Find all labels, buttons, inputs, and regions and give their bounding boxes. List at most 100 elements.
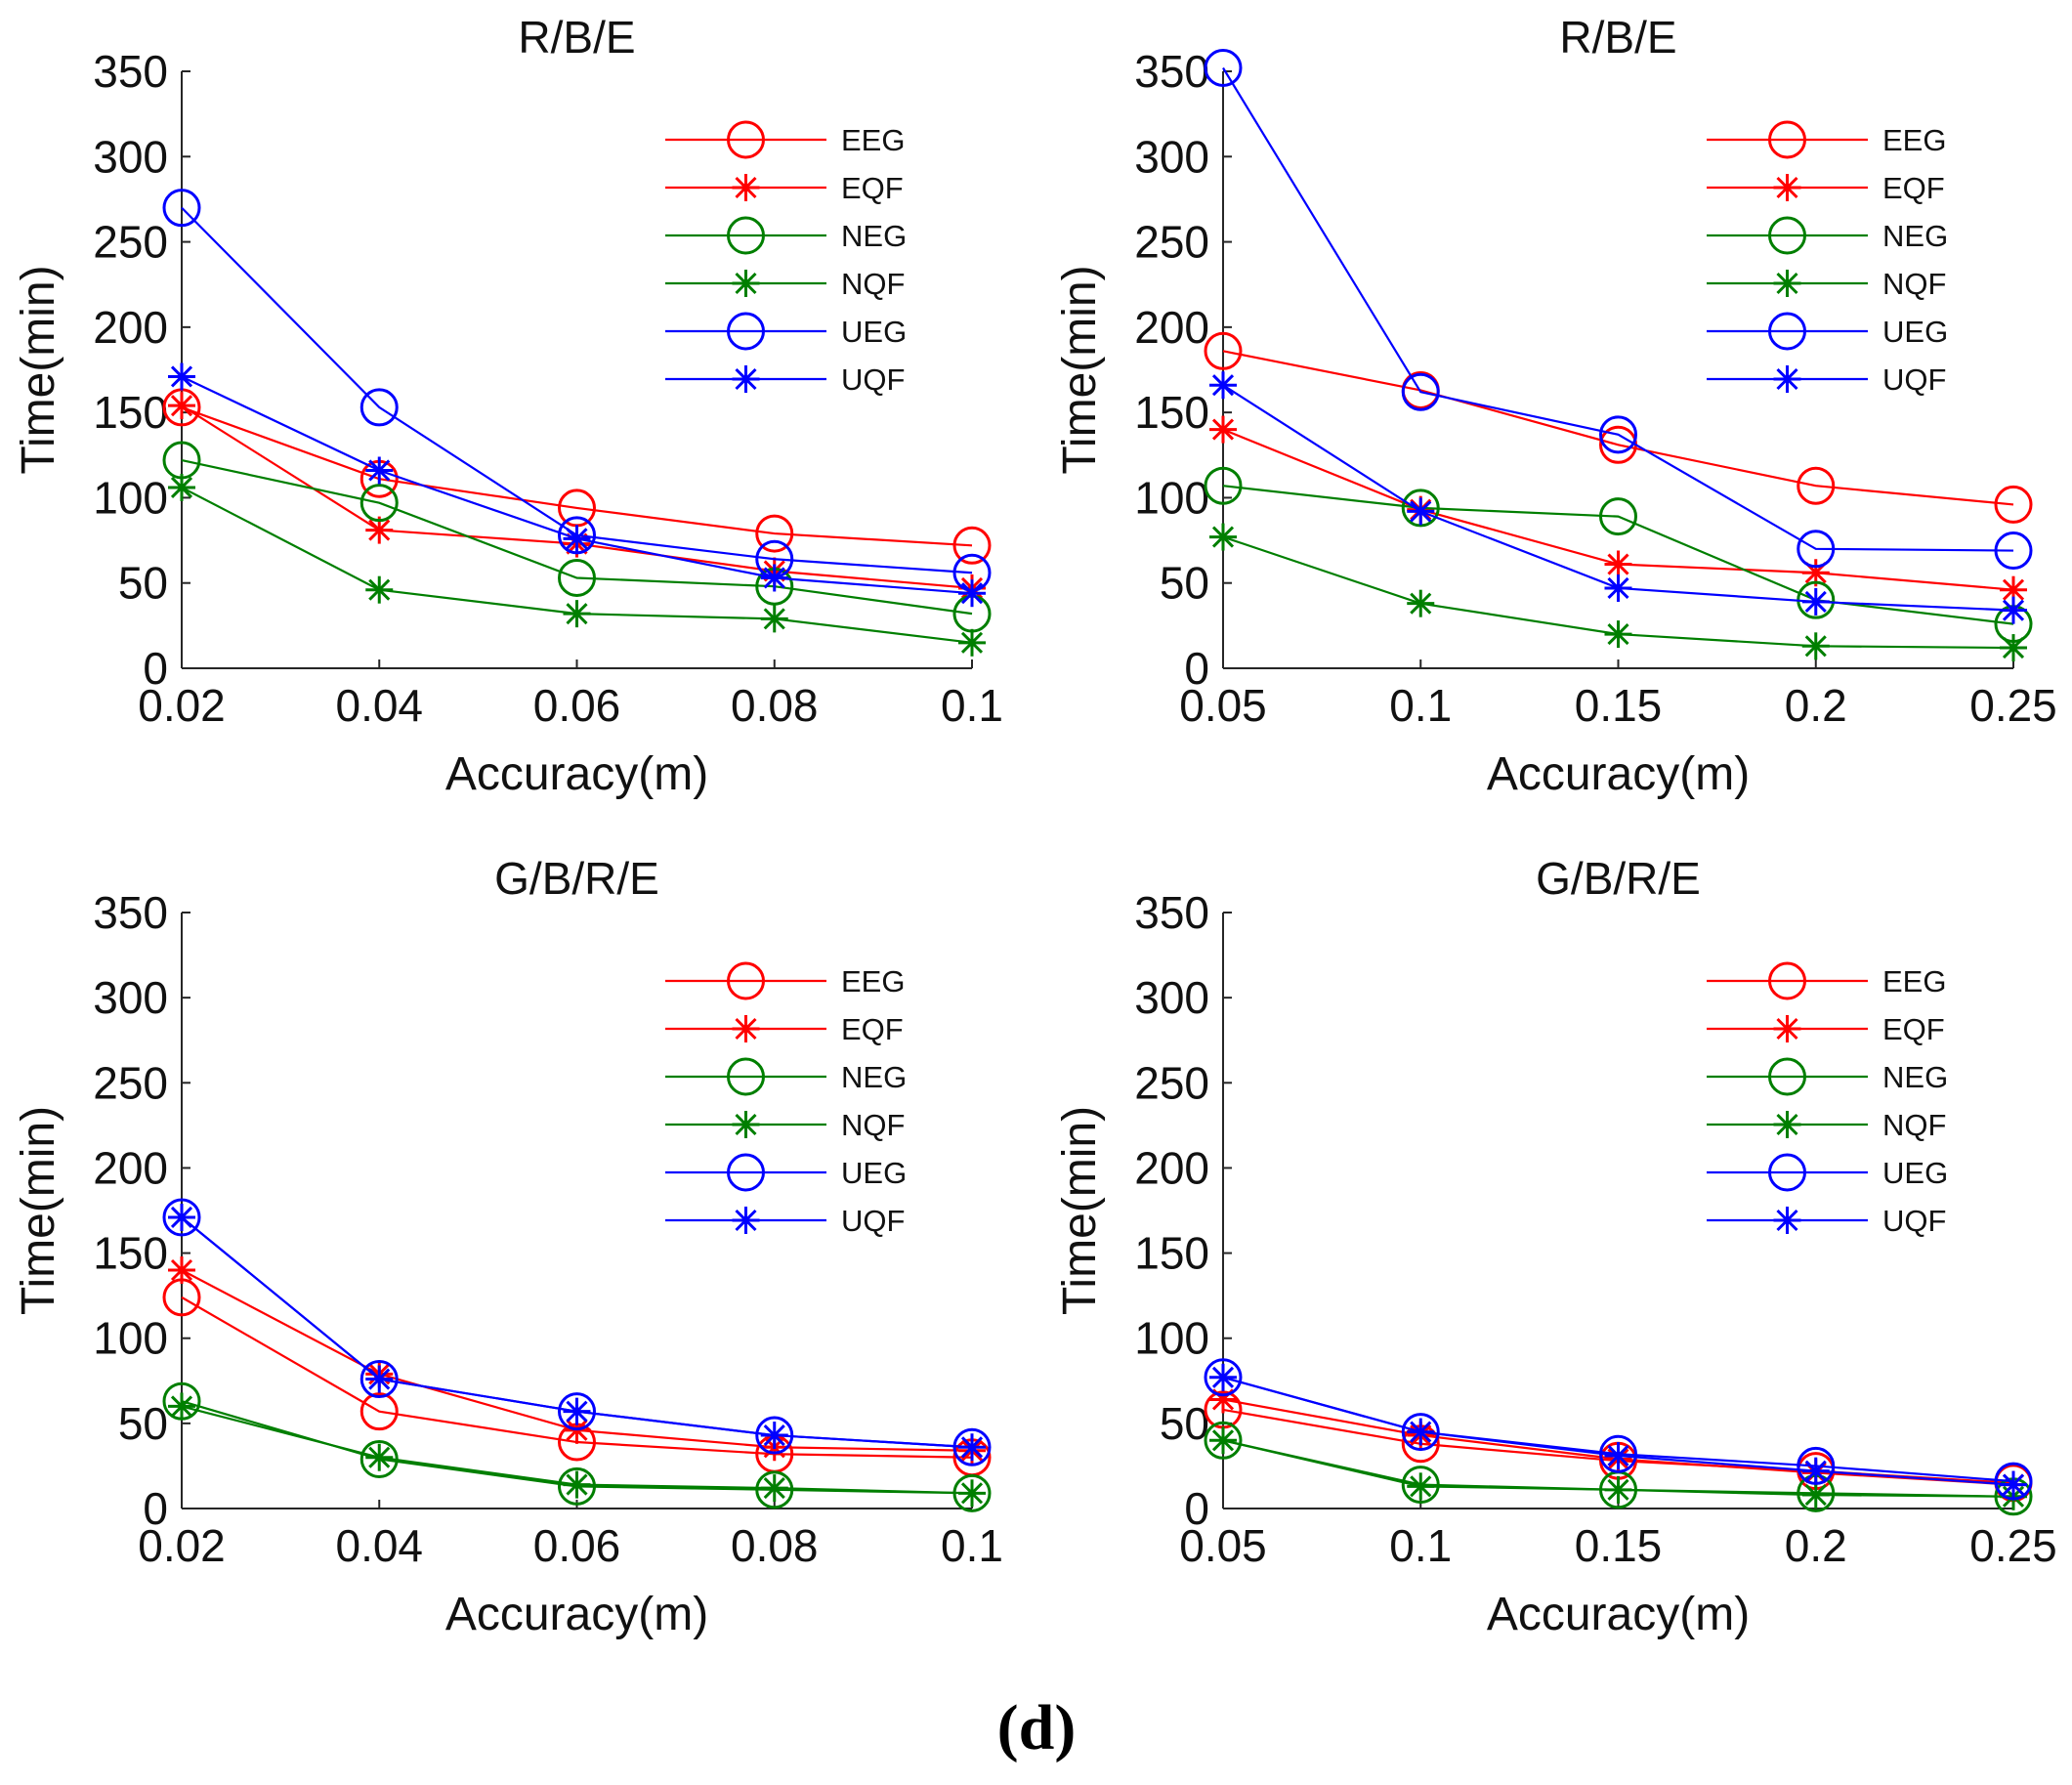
data-point-uqf	[365, 456, 394, 485]
legend-label-eqf: EQF	[1882, 1012, 1945, 1046]
chart-title: G/B/R/E	[1536, 853, 1701, 904]
data-point-nqf	[1209, 1426, 1237, 1455]
legend-label-eeg: EEG	[841, 964, 905, 999]
data-point-nqf	[365, 1443, 394, 1471]
data-point-eqf	[168, 1256, 195, 1284]
legend-label-eqf: EQF	[1882, 171, 1945, 205]
data-point-nqf	[2000, 634, 2027, 662]
y-tick-label: 50	[1160, 1398, 1209, 1449]
data-point-nqf	[1801, 632, 1830, 660]
x-tick-label: 0.04	[335, 1520, 423, 1571]
data-point-ueg	[1401, 372, 1440, 411]
series-uqf	[168, 1203, 986, 1462]
data-point-nqf	[958, 628, 986, 657]
data-point-nqf	[1407, 589, 1435, 617]
data-point-nqf	[760, 605, 788, 633]
chart-panel-3: 0 50 100 150 200 250 300 350 0.02 0.04 0.06 0.08 0.1…	[13, 853, 1003, 1640]
series-line	[181, 458, 973, 616]
data-point-neg	[1599, 497, 1637, 536]
data-point-nqf	[1604, 620, 1632, 649]
x-tick-label: 0.1	[941, 1520, 1003, 1571]
x-tick-label: 0.05	[1179, 680, 1267, 731]
y-tick-label: 150	[93, 387, 168, 438]
legend-label-neg: NEG	[1882, 1060, 1948, 1094]
data-point-nqf	[1604, 1475, 1632, 1504]
x-tick-label: 0.1	[1389, 680, 1452, 731]
legend-marker-nqf	[732, 1111, 760, 1138]
data-point-ueg	[558, 516, 596, 555]
data-point-ueg	[1204, 1358, 1243, 1397]
legend-label-eqf: EQF	[841, 171, 904, 205]
data-point-uqf	[365, 1365, 394, 1393]
legend-marker-neg	[727, 1057, 765, 1096]
x-axis-label: Accuracy(m)	[445, 1589, 708, 1640]
x-tick-label: 0.2	[1785, 1520, 1847, 1571]
legend-marker-neg	[1768, 1057, 1806, 1096]
x-tick-label: 0.15	[1575, 1520, 1663, 1571]
data-point-nqf	[563, 600, 591, 628]
series-eqf	[168, 392, 986, 602]
series-nqf	[168, 1392, 986, 1508]
series-line	[181, 405, 973, 547]
data-point-eeg	[359, 1392, 399, 1431]
legend-marker-ueg	[1768, 312, 1806, 351]
x-tick-label: 0.06	[533, 1520, 621, 1571]
chart-title: G/B/R/E	[494, 853, 659, 904]
legend-label-nqf: NQF	[1882, 267, 1946, 301]
y-tick-label: 200	[1134, 1142, 1209, 1193]
data-point-nqf	[1407, 1472, 1435, 1501]
legend: EEG EQF NEG NQF UEG UQF	[665, 961, 907, 1238]
legend-label-eeg: EEG	[1882, 123, 1946, 157]
data-point-uqf	[1209, 1363, 1237, 1391]
series-uqf	[1209, 371, 2027, 624]
x-axis-label: Accuracy(m)	[1487, 748, 1750, 800]
data-point-eqf	[1209, 415, 1237, 444]
data-point-uqf	[1604, 1441, 1632, 1469]
legend-marker-neg	[1768, 216, 1806, 255]
data-point-uqf	[958, 1433, 986, 1462]
data-point-uqf	[958, 579, 986, 608]
y-tick-label: 300	[93, 131, 168, 182]
y-axis-label: Time(min)	[1054, 265, 1106, 474]
data-point-ueg	[1994, 1462, 2033, 1501]
data-point-nqf	[1801, 1481, 1830, 1509]
data-point-eqf	[1604, 550, 1632, 578]
y-tick-label: 200	[1134, 302, 1209, 353]
legend-marker-uqf	[732, 365, 760, 393]
x-tick-label: 0.02	[138, 680, 226, 731]
legend-marker-eqf	[1773, 1015, 1801, 1042]
legend: EEG EQF NEG NQF UEG UQF	[665, 120, 907, 397]
data-point-ueg	[558, 1392, 596, 1431]
data-point-uqf	[760, 564, 788, 592]
legend-label-neg: NEG	[841, 219, 907, 253]
legend-marker-nqf	[1773, 1111, 1801, 1138]
y-tick-label: 250	[1134, 217, 1209, 268]
x-tick-label: 0.02	[138, 1520, 226, 1571]
y-axis-label: Time(min)	[13, 265, 64, 474]
legend-marker-neg	[727, 216, 765, 255]
data-point-neg	[1401, 1466, 1440, 1505]
legend-label-eqf: EQF	[841, 1012, 904, 1046]
data-point-ueg	[162, 189, 201, 228]
data-point-eeg	[1994, 485, 2033, 524]
x-tick-label: 0.1	[941, 680, 1003, 731]
legend-marker-eeg	[1768, 120, 1806, 159]
series-line	[1222, 350, 2014, 506]
data-point-uqf	[1407, 497, 1435, 526]
legend-label-ueg: UEG	[841, 1156, 907, 1190]
legend-marker-ueg	[727, 312, 765, 351]
legend-label-eeg: EEG	[1882, 964, 1946, 999]
legend-label-eeg: EEG	[841, 123, 905, 157]
y-tick-label: 200	[93, 302, 168, 353]
legend-marker-eeg	[727, 961, 765, 1000]
y-tick-label: 150	[93, 1228, 168, 1279]
legend-label-ueg: UEG	[1882, 1156, 1948, 1190]
y-tick-label: 150	[1134, 387, 1209, 438]
data-point-eqf	[168, 392, 195, 420]
data-point-ueg	[359, 388, 399, 427]
data-point-nqf	[168, 473, 195, 501]
legend-marker-ueg	[1768, 1153, 1806, 1192]
data-point-neg	[1204, 466, 1243, 505]
legend-marker-eqf	[1773, 174, 1801, 201]
legend-label-uqf: UQF	[841, 1204, 905, 1238]
